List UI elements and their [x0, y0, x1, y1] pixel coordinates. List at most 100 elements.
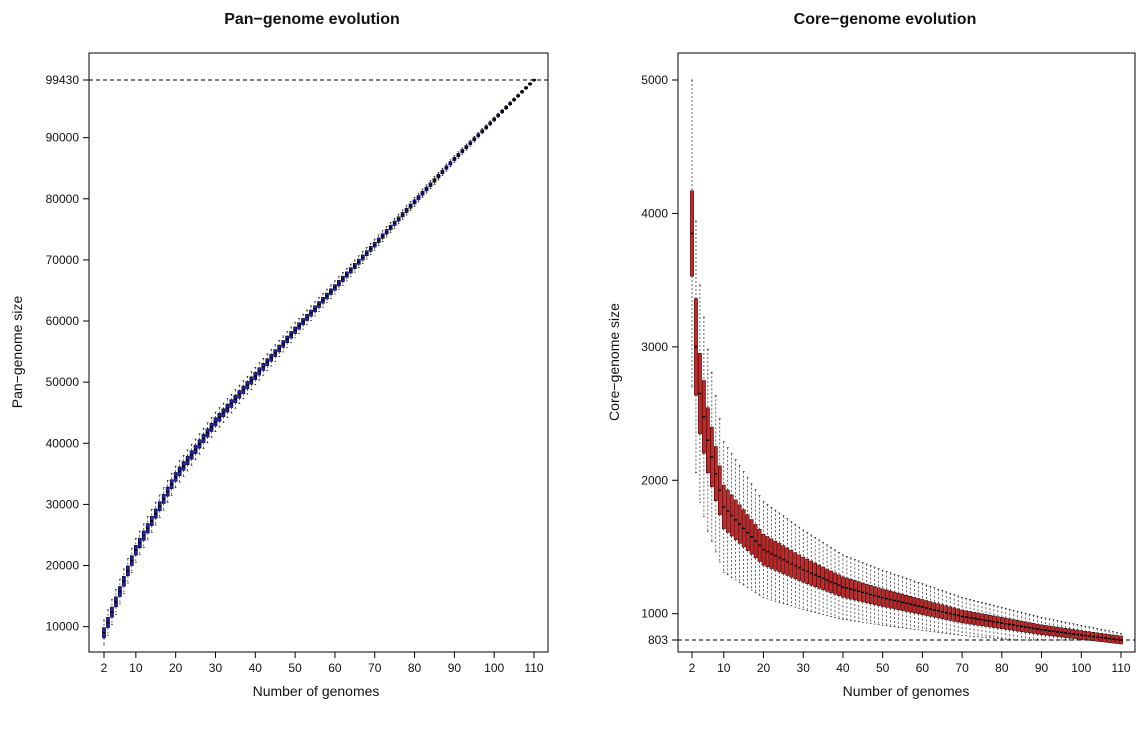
- core-box-n34: [817, 539, 821, 614]
- pan-frame: [88, 52, 549, 653]
- core-x-tick-label: 60: [916, 661, 930, 675]
- core-box-n75: [980, 601, 984, 638]
- core-plot-area: 2 10 20 30 40 50 60 70 80 90 100 110 803 1000 2000 3000…: [641, 52, 1136, 675]
- pan-box-n91: [456, 151, 461, 159]
- pan-box-n22: [181, 454, 186, 477]
- pan-box-n80: [412, 197, 417, 207]
- pan-box-n82: [420, 188, 425, 198]
- core-box-n27: [789, 521, 794, 607]
- pan-box-n61: [337, 276, 341, 290]
- core-box-n19: [757, 495, 762, 596]
- pan-box-n67: [360, 251, 365, 264]
- core-box-n12: [729, 453, 734, 578]
- core-box-n2: [690, 79, 694, 388]
- core-box-n42: [849, 557, 853, 621]
- pan-y-tick-label: 40000: [46, 436, 80, 450]
- pan-box-n26: [197, 433, 202, 455]
- pan-box-n33: [225, 398, 230, 418]
- pan-x-tick-label: 100: [484, 661, 504, 675]
- core-box-n38: [833, 549, 837, 618]
- pan-y-tick-label: 99430: [46, 73, 80, 87]
- core-box-n33: [813, 537, 817, 613]
- core-box-n54: [896, 575, 901, 628]
- pan-box-n38: [245, 375, 250, 395]
- core-box-n109: [1115, 632, 1119, 644]
- pan-box-n56: [317, 297, 321, 312]
- core-box-n83: [1011, 609, 1016, 641]
- core-box-n80: [999, 606, 1004, 640]
- core-box-n30: [801, 529, 806, 610]
- core-box-n105: [1099, 628, 1103, 642]
- pan-box-n46: [277, 340, 282, 357]
- core-box-n67: [948, 592, 953, 635]
- pan-box-n99: [488, 120, 493, 126]
- core-box-n63: [932, 587, 937, 633]
- pan-box-n51: [297, 318, 301, 334]
- pan-box-n74: [388, 222, 393, 233]
- core-box-n110: [1119, 633, 1123, 645]
- core-box-n29: [797, 526, 802, 609]
- core-box-n46: [864, 563, 869, 624]
- pan-title: Pan−genome evolution: [224, 11, 400, 28]
- pan-box-n60: [333, 280, 337, 295]
- core-box-n16: [745, 477, 750, 588]
- pan-box-n40: [253, 366, 258, 386]
- core-box-n59: [916, 582, 921, 631]
- core-box-n14: [737, 465, 742, 583]
- core-box-n60: [920, 583, 925, 631]
- pan-box-n53: [305, 309, 309, 326]
- core-box-n106: [1103, 629, 1107, 643]
- core-box-n71: [964, 598, 968, 637]
- pan-box-n28: [205, 422, 210, 444]
- core-x-tick-label: 90: [1035, 661, 1049, 675]
- core-box-n57: [908, 579, 913, 630]
- core-y-tick-label: 4000: [641, 206, 668, 220]
- pan-box-n54: [309, 305, 313, 321]
- core-y-label: Core−genome size: [606, 303, 622, 421]
- core-box-n55: [900, 576, 905, 629]
- core-x-label: Number of genomes: [843, 683, 970, 699]
- pan-box-n85: [432, 176, 437, 185]
- pan-box-n86: [436, 172, 441, 181]
- pan-box-n29: [209, 417, 214, 438]
- pan-box-n105: [512, 97, 516, 102]
- pan-box-n47: [281, 335, 286, 353]
- pan-box-n34: [229, 393, 234, 414]
- pan-box-n108: [524, 86, 528, 90]
- pan-box-n63: [345, 267, 349, 282]
- pan-box-n24: [189, 444, 194, 466]
- core-box-n95: [1059, 620, 1064, 641]
- pan-box-n44: [269, 349, 274, 367]
- core-box-n64: [936, 588, 941, 633]
- pan-y-tick-label: 90000: [46, 131, 80, 145]
- pan-box-n76: [396, 213, 401, 225]
- core-box-n58: [912, 580, 917, 630]
- pan-box-n7: [122, 568, 126, 594]
- pan-box-n78: [404, 205, 409, 216]
- pan-box-n70: [372, 238, 377, 251]
- core-box-n62: [928, 586, 933, 632]
- core-box-n48: [872, 566, 877, 625]
- pan-x-tick-label: 2: [101, 661, 108, 675]
- pan-box-n9: [130, 548, 134, 573]
- pan-y-label: Pan−genome size: [9, 296, 25, 409]
- core-box-n98: [1071, 623, 1076, 641]
- pan-box-n55: [313, 301, 317, 317]
- pan-x-tick-label: 50: [288, 661, 302, 675]
- pan-x-tick-label: 110: [524, 661, 543, 675]
- core-box-n20: [761, 501, 766, 598]
- core-y-tick-label: 3000: [641, 340, 668, 354]
- core-box-n9: [717, 418, 722, 563]
- core-box-n93: [1051, 619, 1056, 641]
- core-box-n92: [1047, 618, 1052, 641]
- pan-box-n2: [102, 619, 106, 646]
- core-box-n13: [733, 459, 738, 581]
- core-box-n10: [721, 441, 726, 573]
- core-box-n51: [884, 571, 889, 627]
- pan-box-n62: [341, 272, 345, 286]
- pan-y-tick-label: 60000: [46, 314, 80, 328]
- pan-box-n73: [384, 226, 389, 238]
- core-box-n49: [876, 568, 881, 625]
